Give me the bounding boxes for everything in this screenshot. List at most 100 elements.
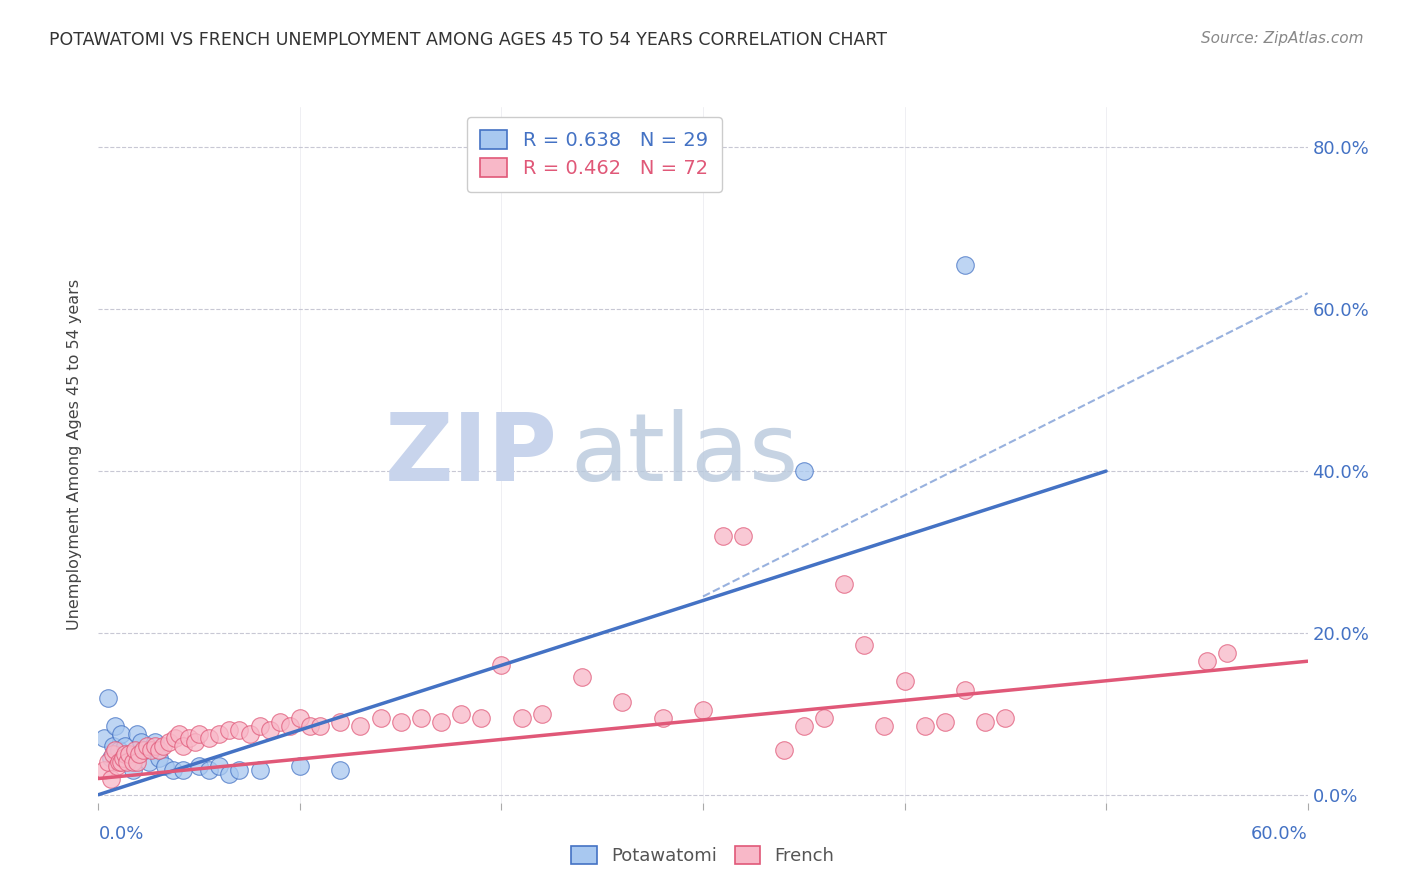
Point: [188, 727, 211, 741]
Point: [309, 719, 332, 733]
Point: [110, 727, 132, 741]
Point: [101, 747, 124, 762]
Text: atlas: atlas: [569, 409, 799, 501]
Point: [1195, 654, 1218, 668]
Point: [228, 723, 250, 737]
Point: [153, 759, 176, 773]
Y-axis label: Unemployment Among Ages 45 to 54 years: Unemployment Among Ages 45 to 54 years: [67, 279, 83, 631]
Point: [134, 743, 156, 757]
Point: [198, 764, 221, 778]
Point: [100, 751, 122, 765]
Point: [157, 735, 180, 749]
Point: [172, 764, 194, 778]
Point: [953, 682, 976, 697]
Point: [135, 739, 157, 754]
Point: [288, 759, 311, 773]
Point: [389, 714, 412, 729]
Point: [114, 747, 136, 762]
Point: [772, 743, 794, 757]
Point: [208, 759, 231, 773]
Point: [733, 529, 755, 543]
Point: [148, 743, 170, 757]
Point: [132, 743, 155, 757]
Point: [278, 719, 301, 733]
Text: 0.0%: 0.0%: [98, 825, 143, 843]
Point: [110, 756, 132, 770]
Point: [218, 723, 240, 737]
Point: [893, 674, 915, 689]
Point: [111, 751, 134, 765]
Point: [793, 464, 815, 478]
Point: [101, 739, 124, 754]
Point: [470, 711, 492, 725]
Point: [129, 735, 152, 749]
Point: [188, 759, 211, 773]
Point: [450, 706, 472, 721]
Point: [692, 703, 714, 717]
Point: [530, 706, 553, 721]
Text: ZIP: ZIP: [385, 409, 558, 501]
Point: [128, 747, 150, 762]
Point: [184, 735, 207, 749]
Point: [162, 764, 184, 778]
Point: [138, 756, 160, 770]
Point: [269, 714, 291, 729]
Point: [93, 731, 115, 745]
Point: [198, 731, 221, 745]
Point: [103, 743, 125, 757]
Point: [974, 714, 997, 729]
Point: [239, 727, 262, 741]
Point: [228, 764, 250, 778]
Text: 60.0%: 60.0%: [1251, 825, 1308, 843]
Point: [249, 719, 271, 733]
Point: [651, 711, 673, 725]
Point: [329, 764, 352, 778]
Point: [249, 764, 271, 778]
Point: [349, 719, 371, 733]
Point: [873, 719, 896, 733]
Point: [288, 711, 311, 725]
Point: [163, 731, 186, 745]
Point: [107, 756, 129, 770]
Point: [121, 764, 143, 778]
Point: [299, 719, 322, 733]
Point: [148, 751, 170, 765]
Point: [93, 764, 115, 778]
Point: [491, 658, 513, 673]
Point: [125, 756, 148, 770]
Point: [1216, 646, 1239, 660]
Point: [118, 751, 141, 765]
Point: [139, 743, 162, 757]
Point: [510, 711, 533, 725]
Point: [953, 258, 976, 272]
Text: POTAWATOMI VS FRENCH UNEMPLOYMENT AMONG AGES 45 TO 54 YEARS CORRELATION CHART: POTAWATOMI VS FRENCH UNEMPLOYMENT AMONG …: [49, 31, 887, 49]
Point: [430, 714, 453, 729]
Point: [143, 739, 166, 754]
Point: [259, 723, 281, 737]
Point: [218, 767, 240, 781]
Point: [208, 727, 231, 741]
Point: [97, 756, 120, 770]
Point: [105, 759, 128, 773]
Point: [832, 577, 855, 591]
Point: [107, 743, 129, 757]
Point: [934, 714, 956, 729]
Point: [152, 739, 174, 754]
Point: [103, 719, 125, 733]
Point: [914, 719, 936, 733]
Point: [813, 711, 835, 725]
Point: [571, 670, 593, 684]
Legend: R = 0.638   N = 29, R = 0.462   N = 72: R = 0.638 N = 29, R = 0.462 N = 72: [467, 117, 721, 192]
Point: [711, 529, 734, 543]
Point: [114, 739, 136, 754]
Point: [115, 756, 138, 770]
Point: [994, 711, 1017, 725]
Point: [409, 711, 432, 725]
Text: Source: ZipAtlas.com: Source: ZipAtlas.com: [1201, 31, 1364, 46]
Point: [612, 695, 634, 709]
Point: [172, 739, 194, 754]
Point: [179, 731, 201, 745]
Point: [853, 638, 876, 652]
Point: [370, 711, 392, 725]
Point: [100, 772, 122, 786]
